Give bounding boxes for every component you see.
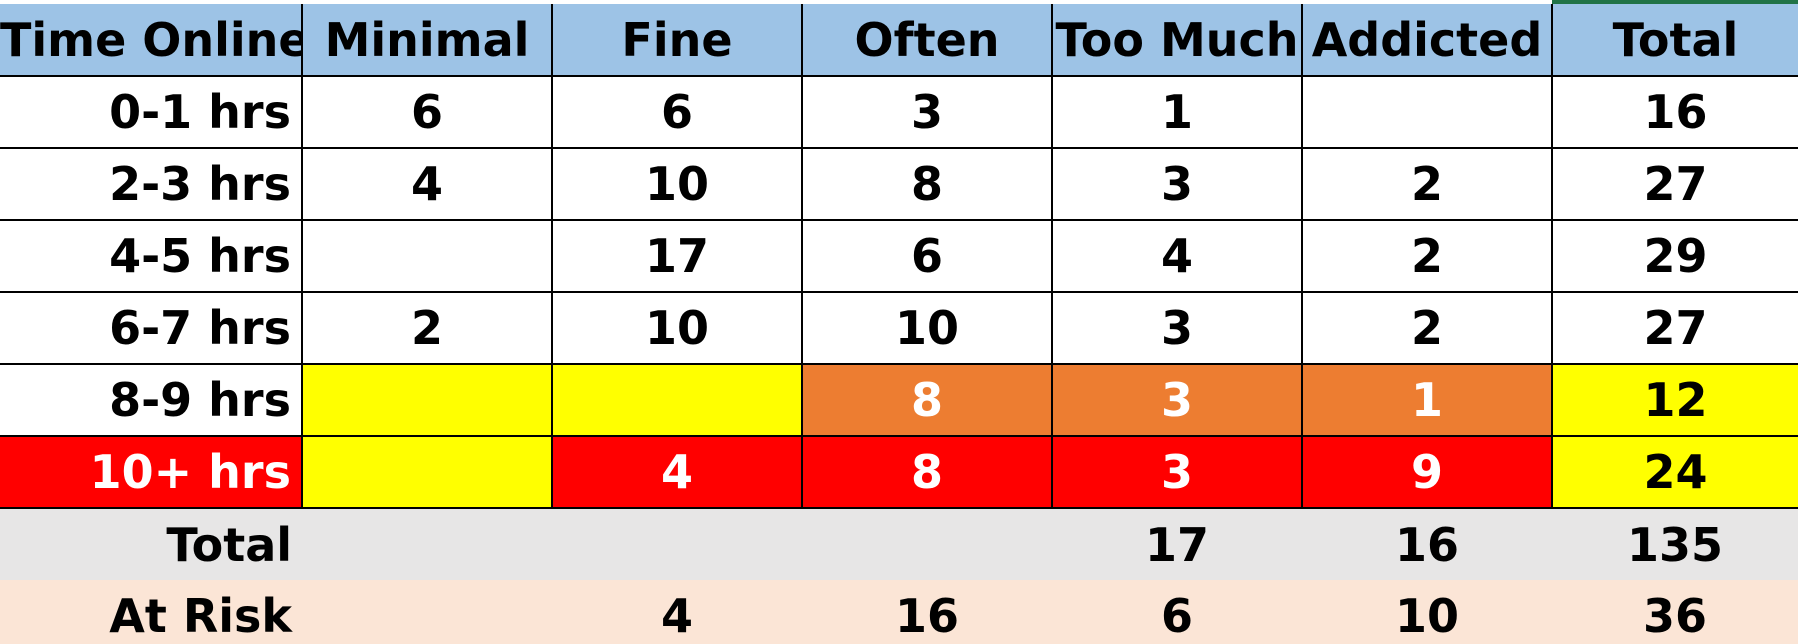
cell-often[interactable] (802, 508, 1052, 580)
row-label[interactable]: 4-5 hrs (0, 220, 303, 293)
cell-too-much[interactable]: 1 (1051, 76, 1303, 149)
table-row: 2-3 hrs 4 10 8 3 2 27 (0, 148, 1798, 221)
row-label[interactable]: 10+ hrs (0, 436, 303, 509)
cell-minimal[interactable] (302, 508, 552, 580)
header-minimal[interactable]: Minimal (301, 4, 553, 77)
cell-fine[interactable]: 4 (552, 580, 802, 644)
cell-addicted[interactable]: 1 (1301, 364, 1553, 437)
cell-addicted[interactable]: 9 (1301, 436, 1553, 509)
table-row: 10+ hrs 4 8 3 9 24 (0, 436, 1798, 509)
cell-fine[interactable]: 10 (551, 148, 803, 221)
cell-too-much[interactable]: 4 (1051, 220, 1303, 293)
row-label[interactable]: 8-9 hrs (0, 364, 303, 437)
cell-total[interactable]: 27 (1551, 148, 1798, 221)
table-row: 0-1 hrs 6 6 3 1 16 (0, 76, 1798, 149)
cell-minimal[interactable] (301, 220, 553, 293)
row-label[interactable]: 0-1 hrs (0, 76, 303, 149)
header-time-online[interactable]: Time Online (0, 4, 303, 77)
cell-fine[interactable]: 10 (551, 292, 803, 365)
cell-too-much[interactable]: 3 (1051, 364, 1303, 437)
cell-too-much[interactable]: 3 (1051, 292, 1303, 365)
cell-often[interactable]: 8 (801, 148, 1053, 221)
cell-addicted[interactable]: 2 (1301, 292, 1553, 365)
row-label[interactable]: 6-7 hrs (0, 292, 303, 365)
header-row: Time Online Minimal Fine Often Too Much … (0, 4, 1798, 77)
cell-too-much[interactable]: 3 (1051, 148, 1303, 221)
cell-total[interactable]: 16 (1551, 76, 1798, 149)
header-addicted[interactable]: Addicted (1301, 4, 1553, 77)
cell-often[interactable]: 8 (801, 364, 1053, 437)
selection-accent (1552, 0, 1798, 4)
cell-too-much[interactable]: 17 (1052, 508, 1302, 580)
header-total[interactable]: Total (1551, 4, 1798, 77)
cell-minimal[interactable]: 6 (301, 76, 553, 149)
cell-total[interactable]: 12 (1551, 364, 1798, 437)
cell-addicted[interactable]: 10 (1302, 580, 1552, 644)
cell-total[interactable]: 135 (1552, 508, 1798, 580)
cell-fine[interactable]: 4 (551, 436, 803, 509)
cell-often[interactable]: 3 (801, 76, 1053, 149)
cell-too-much[interactable]: 3 (1051, 436, 1303, 509)
cell-fine[interactable] (551, 364, 803, 437)
time-online-table: Time Online Minimal Fine Often Too Much … (0, 4, 1798, 644)
cell-too-much[interactable]: 6 (1052, 580, 1302, 644)
totals-row: Total 17 16 135 (0, 508, 1798, 580)
at-risk-row: At Risk 4 16 6 10 36 (0, 580, 1798, 644)
cell-addicted[interactable]: 16 (1302, 508, 1552, 580)
header-fine[interactable]: Fine (551, 4, 803, 77)
header-often[interactable]: Often (801, 4, 1053, 77)
cell-fine[interactable] (552, 508, 802, 580)
cell-total[interactable]: 24 (1551, 436, 1798, 509)
table-row: 8-9 hrs 8 3 1 12 (0, 364, 1798, 437)
cell-total[interactable]: 27 (1551, 292, 1798, 365)
cell-often[interactable]: 16 (802, 580, 1052, 644)
cell-often[interactable]: 10 (801, 292, 1053, 365)
totals-label[interactable]: Total (0, 508, 302, 580)
cell-minimal[interactable] (302, 580, 552, 644)
cell-minimal[interactable]: 2 (301, 292, 553, 365)
cell-minimal[interactable] (301, 364, 553, 437)
table-row: 6-7 hrs 2 10 10 3 2 27 (0, 292, 1798, 365)
header-too-much[interactable]: Too Much (1051, 4, 1303, 77)
at-risk-label[interactable]: At Risk (0, 580, 302, 644)
cell-often[interactable]: 8 (801, 436, 1053, 509)
cell-addicted[interactable] (1301, 76, 1553, 149)
cell-minimal[interactable] (301, 436, 553, 509)
table-row: 4-5 hrs 17 6 4 2 29 (0, 220, 1798, 293)
cell-minimal[interactable]: 4 (301, 148, 553, 221)
cell-addicted[interactable]: 2 (1301, 148, 1553, 221)
cell-fine[interactable]: 6 (551, 76, 803, 149)
cell-addicted[interactable]: 2 (1301, 220, 1553, 293)
cell-total[interactable]: 36 (1552, 580, 1798, 644)
row-label[interactable]: 2-3 hrs (0, 148, 303, 221)
cell-fine[interactable]: 17 (551, 220, 803, 293)
cell-often[interactable]: 6 (801, 220, 1053, 293)
cell-total[interactable]: 29 (1551, 220, 1798, 293)
